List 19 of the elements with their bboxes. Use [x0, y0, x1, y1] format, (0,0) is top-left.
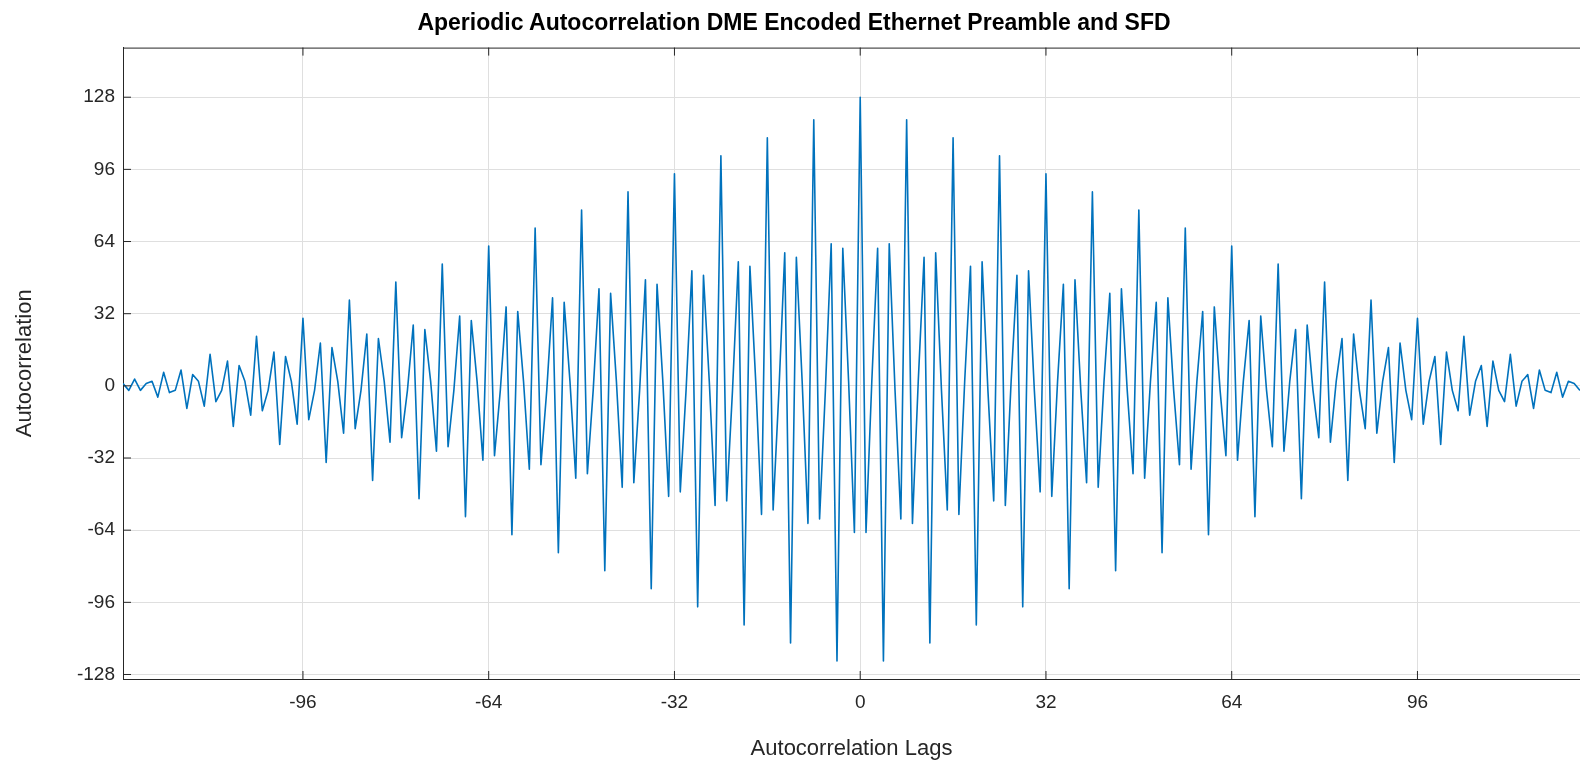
y-tick-label: 128: [83, 85, 115, 107]
x-tick-label: 32: [1035, 690, 1057, 712]
x-tick-label: -64: [474, 690, 503, 712]
y-tick-label: -64: [87, 518, 116, 540]
x-axis-title: Autocorrelation Lags: [750, 734, 953, 760]
x-tick-label: -96: [289, 690, 317, 712]
y-tick-label: -32: [87, 446, 115, 468]
y-tick-label: 0: [104, 374, 115, 396]
y-tick-label: 32: [93, 301, 115, 323]
y-tick-label: 96: [93, 157, 115, 179]
y-tick-label: -128: [76, 662, 115, 684]
x-tick-label: 0: [854, 690, 866, 712]
y-axis-title: Autocorrelation: [11, 289, 37, 438]
x-tick-label: 96: [1406, 690, 1429, 712]
y-tick-label: -96: [87, 590, 115, 612]
chart-title: Aperiodic Autocorrelation DME Encoded Ethernet Preamble and SFD: [417, 9, 1171, 36]
x-tick-label: -32: [660, 690, 689, 712]
y-tick-label: 64: [93, 229, 116, 251]
x-tick-label: 64: [1221, 690, 1243, 712]
